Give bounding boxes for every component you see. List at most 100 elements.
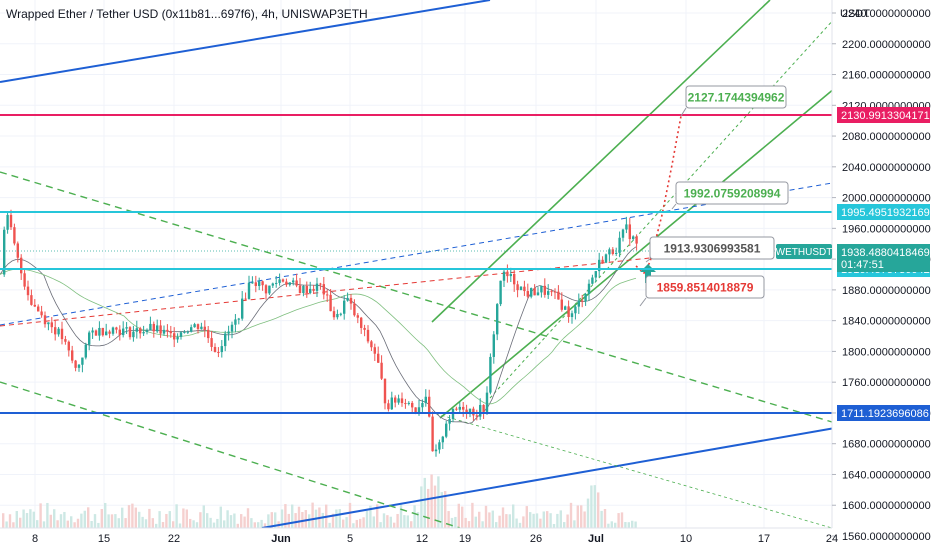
volume-bar-61 <box>209 517 212 528</box>
candle-body-66 <box>227 331 230 334</box>
volume-bar-69 <box>236 523 239 528</box>
volume-bar-154 <box>525 506 528 528</box>
volume-bar-13 <box>46 502 49 528</box>
candle-body-106 <box>363 327 366 330</box>
candle-body-101 <box>346 297 349 301</box>
candle-body-48 <box>166 329 169 332</box>
volume-bar-102 <box>348 502 352 528</box>
candle-body-169 <box>577 300 580 307</box>
time-axis[interactable]: 8 15 22 Jun 5 12 19 26 Jul 10 17 24 <box>0 527 838 550</box>
volume-bar-77 <box>263 523 267 528</box>
volume-bar-98 <box>335 509 338 528</box>
candle-body-47 <box>162 329 166 334</box>
volume-bar-120 <box>410 521 413 528</box>
time-tick-label-2: 22 <box>168 533 180 545</box>
candle-body-170 <box>581 300 584 302</box>
candle-body-55 <box>190 327 193 332</box>
volume-bar-179 <box>610 521 613 528</box>
candle-body-108 <box>370 341 373 348</box>
volume-bar-68 <box>233 513 236 528</box>
volume-bar-153 <box>522 516 525 528</box>
volume-bar-171 <box>583 511 586 528</box>
volume-bar-19 <box>66 520 69 528</box>
time-tick-label-11: 24 <box>826 533 838 545</box>
volume-bar-51 <box>175 504 178 528</box>
candle-body-184 <box>628 224 631 240</box>
candle-body-63 <box>217 351 220 353</box>
candle-body-40 <box>139 328 142 334</box>
volume-bar-99 <box>338 509 341 528</box>
candle-body-161 <box>550 291 553 293</box>
volume-bar-36 <box>124 518 127 528</box>
volume-bar-146 <box>498 515 501 528</box>
chart-title: Wrapped Ether / Tether USD (0x11b81...69… <box>6 7 368 21</box>
volume-bar-132 <box>450 517 454 528</box>
volume-bar-31 <box>107 514 110 528</box>
volume-bar-114 <box>389 516 392 528</box>
candle-body-31 <box>108 331 111 334</box>
volume-bar-25 <box>87 507 90 528</box>
candle-body-183 <box>625 224 628 230</box>
volume-bar-30 <box>104 502 107 528</box>
volume-bar-87 <box>297 506 301 528</box>
volume-bar-138 <box>471 502 474 528</box>
candle-body-149 <box>509 274 512 277</box>
volume-bar-15 <box>53 509 56 528</box>
volume-bar-104 <box>355 519 358 528</box>
candle-body-82 <box>281 279 285 282</box>
volume-bar-14 <box>49 514 52 528</box>
candle-body-122 <box>417 407 421 413</box>
volume-bar-75 <box>257 522 260 528</box>
callout-box-3[interactable] <box>645 275 765 299</box>
volume-bar-50 <box>172 521 175 528</box>
volume-bar-140 <box>478 511 481 528</box>
candle-body-77 <box>264 285 268 294</box>
candle-body-110 <box>377 353 380 363</box>
candle-body-53 <box>183 331 186 333</box>
candle-body-17 <box>60 328 64 340</box>
volume-bar-172 <box>586 498 590 528</box>
volume-bar-70 <box>240 514 243 528</box>
candle-body-38 <box>132 331 135 338</box>
volume-bar-29 <box>100 509 103 528</box>
volume-bar-134 <box>457 503 460 528</box>
candle-body-172 <box>587 283 591 294</box>
volume-bar-143 <box>488 512 491 528</box>
candle-body-52 <box>179 332 183 337</box>
candle-body-168 <box>574 306 577 314</box>
volume-bar-137 <box>467 521 471 528</box>
candle-body-167 <box>570 313 574 318</box>
candle-body-65 <box>224 333 227 347</box>
volume-bar-115 <box>393 522 396 528</box>
callout-box-2[interactable] <box>649 236 775 260</box>
volume-bar-111 <box>379 522 382 528</box>
callout-pointer-3 <box>639 297 647 307</box>
volume-bar-167 <box>569 502 573 528</box>
candle-body-44 <box>152 323 155 332</box>
volume-bar-6 <box>22 509 25 528</box>
volume-bar-47 <box>161 522 165 528</box>
candle-body-43 <box>149 323 152 331</box>
channel-green-upper <box>431 0 771 323</box>
volume-bar-123 <box>420 486 423 528</box>
candle-body-118 <box>404 403 407 405</box>
volume-bar-11 <box>39 503 42 528</box>
volume-bar-49 <box>168 511 171 528</box>
volume-bar-53 <box>182 508 185 528</box>
candle-body-143 <box>489 356 492 393</box>
volume-bar-131 <box>447 511 450 528</box>
price-tick-label-15: 1640.0000000000 <box>842 469 931 481</box>
candle-body-8 <box>30 295 33 305</box>
candle-body-81 <box>278 279 281 283</box>
volume-bar-3 <box>12 522 15 528</box>
volume-bar-116 <box>396 513 399 528</box>
volume-bar-63 <box>216 518 219 528</box>
volume-bar-151 <box>515 518 518 528</box>
volume-bar-184 <box>627 522 630 528</box>
candle-body-79 <box>271 283 274 286</box>
price-tick-label-5: 2040.0000000000 <box>842 162 931 174</box>
callout-box-1[interactable] <box>675 181 789 205</box>
callout-box-0[interactable] <box>685 85 787 109</box>
